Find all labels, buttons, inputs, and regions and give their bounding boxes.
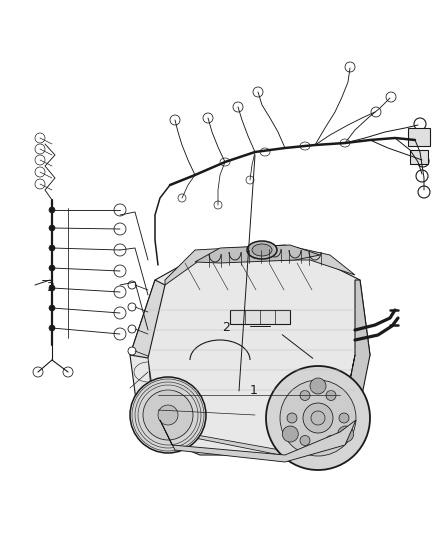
Circle shape: [416, 170, 428, 182]
Circle shape: [287, 413, 297, 423]
Circle shape: [114, 204, 126, 216]
Circle shape: [35, 155, 45, 165]
Circle shape: [114, 265, 126, 277]
Circle shape: [128, 325, 136, 333]
Circle shape: [326, 435, 336, 446]
Circle shape: [114, 223, 126, 235]
Circle shape: [178, 194, 186, 202]
Ellipse shape: [252, 244, 272, 256]
Circle shape: [345, 62, 355, 72]
Circle shape: [35, 144, 45, 154]
Circle shape: [253, 87, 263, 97]
Circle shape: [143, 390, 193, 440]
Text: 1: 1: [250, 384, 258, 398]
Circle shape: [49, 225, 55, 231]
Circle shape: [417, 155, 429, 167]
Circle shape: [130, 377, 206, 453]
Circle shape: [246, 176, 254, 184]
Circle shape: [300, 435, 310, 446]
Circle shape: [326, 391, 336, 400]
Circle shape: [310, 378, 326, 394]
Circle shape: [339, 413, 349, 423]
Polygon shape: [130, 255, 370, 455]
Circle shape: [203, 113, 213, 123]
Polygon shape: [130, 280, 165, 358]
Circle shape: [35, 167, 45, 177]
Text: 3: 3: [46, 281, 54, 294]
Circle shape: [371, 107, 381, 117]
Polygon shape: [165, 245, 355, 285]
Circle shape: [214, 201, 222, 209]
Circle shape: [49, 265, 55, 271]
Circle shape: [114, 286, 126, 298]
Circle shape: [280, 380, 356, 456]
Circle shape: [114, 244, 126, 256]
Circle shape: [414, 118, 426, 130]
Text: 2: 2: [222, 321, 230, 334]
Circle shape: [338, 426, 354, 442]
Bar: [410, 150, 428, 164]
Polygon shape: [195, 245, 320, 263]
Circle shape: [418, 186, 430, 198]
Circle shape: [35, 133, 45, 143]
Circle shape: [300, 391, 310, 400]
Circle shape: [282, 426, 298, 442]
Circle shape: [266, 366, 370, 470]
Circle shape: [128, 347, 136, 355]
Bar: [408, 128, 430, 146]
Polygon shape: [160, 420, 356, 462]
Polygon shape: [148, 355, 355, 455]
Circle shape: [49, 325, 55, 331]
Circle shape: [311, 411, 325, 425]
Circle shape: [303, 403, 333, 433]
Circle shape: [33, 367, 43, 377]
Circle shape: [49, 305, 55, 311]
Circle shape: [63, 367, 73, 377]
Polygon shape: [340, 280, 370, 430]
Circle shape: [114, 328, 126, 340]
Circle shape: [49, 245, 55, 251]
Circle shape: [233, 102, 243, 112]
Circle shape: [128, 303, 136, 311]
Circle shape: [114, 307, 126, 319]
Ellipse shape: [247, 241, 277, 259]
Circle shape: [49, 207, 55, 213]
Circle shape: [158, 405, 178, 425]
Bar: [230, 310, 290, 324]
Circle shape: [128, 281, 136, 289]
Circle shape: [49, 285, 55, 291]
Circle shape: [35, 179, 45, 189]
Circle shape: [386, 92, 396, 102]
Circle shape: [170, 115, 180, 125]
